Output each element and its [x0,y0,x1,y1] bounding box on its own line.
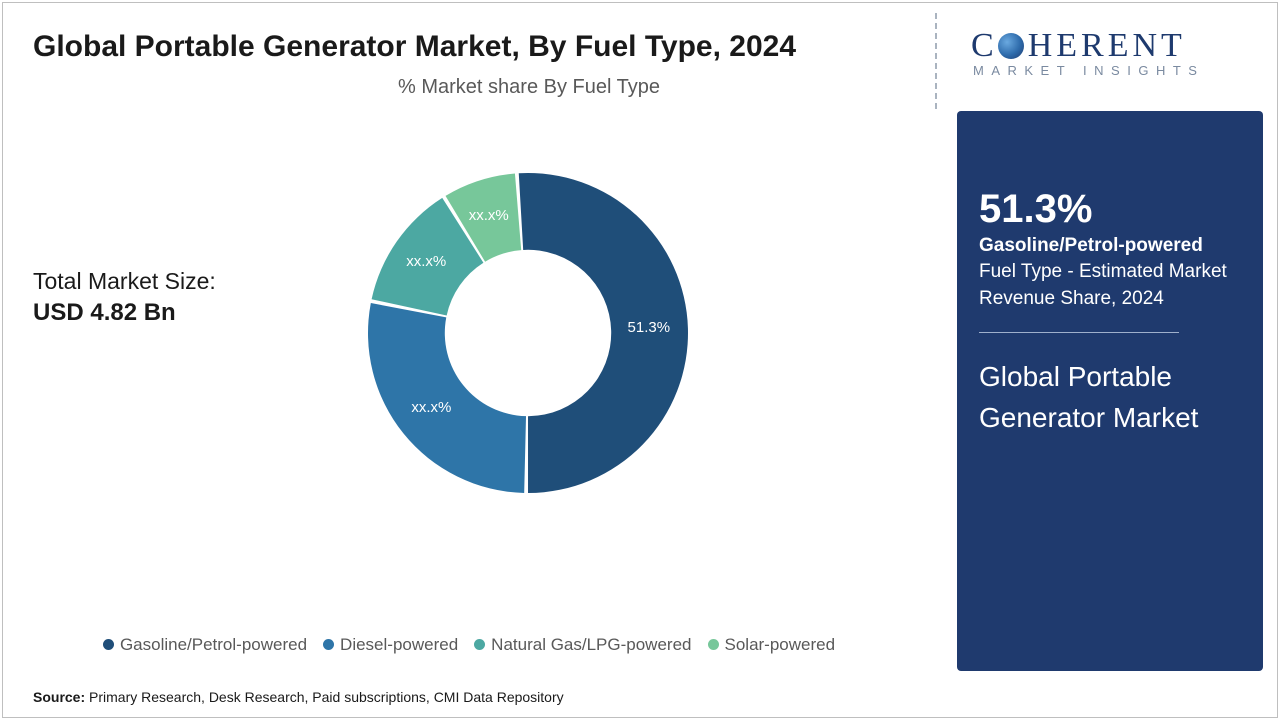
market-size-block: Total Market Size: USD 4.82 Bn [33,268,216,327]
logo-tagline: MARKET INSIGHTS [973,63,1261,78]
legend-swatch [474,639,485,650]
donut-slice [519,173,688,493]
source-prefix: Source: [33,689,85,705]
legend-label: Solar-powered [725,635,836,655]
card-title: Global Portable Generator Market [979,357,1241,438]
logo-top: C HERENT [971,27,1261,65]
card-divider [979,332,1179,333]
legend-item: Natural Gas/LPG-powered [474,635,691,655]
brand-logo: C HERENT MARKET INSIGHTS [971,27,1261,78]
stat-primary: Gasoline/Petrol-powered [979,235,1241,257]
chart-subtitle: % Market share By Fuel Type [133,76,925,99]
donut-slice [368,303,526,493]
legend-label: Diesel-powered [340,635,458,655]
chart-legend: Gasoline/Petrol-powered Diesel-powered Nat… [3,635,935,656]
logo-letter-c: C [971,27,994,65]
main-area: Global Portable Generator Market, By Fue… [3,3,935,717]
highlight-card: 51.3% Gasoline/Petrol-powered Fuel Type … [957,111,1263,671]
donut-svg [358,163,698,503]
source-text: Primary Research, Desk Research, Paid su… [89,689,564,705]
legend-label: Gasoline/Petrol-powered [120,635,307,655]
legend-label: Natural Gas/LPG-powered [491,635,691,655]
right-panel: C HERENT MARKET INSIGHTS 51.3% Gasoline/… [937,3,1277,717]
infographic-container: Global Portable Generator Market, By Fue… [2,2,1278,718]
legend-item: Diesel-powered [323,635,458,655]
market-size-label: Total Market Size: [33,268,216,295]
page-title: Global Portable Generator Market, By Fue… [33,28,833,66]
legend-swatch [708,639,719,650]
stat-value: 51.3% [979,189,1241,229]
stat-secondary: Fuel Type - Estimated Market Revenue Sha… [979,259,1241,312]
logo-rest: HERENT [1028,27,1186,65]
donut-chart: 51.3%xx.x%xx.x%xx.x% [358,163,698,503]
legend-item: Gasoline/Petrol-powered [103,635,307,655]
market-size-value: USD 4.82 Bn [33,299,216,327]
legend-swatch [323,639,334,650]
legend-item: Solar-powered [708,635,836,655]
globe-icon [998,33,1024,59]
legend-swatch [103,639,114,650]
source-line: Source: Primary Research, Desk Research,… [33,689,564,705]
